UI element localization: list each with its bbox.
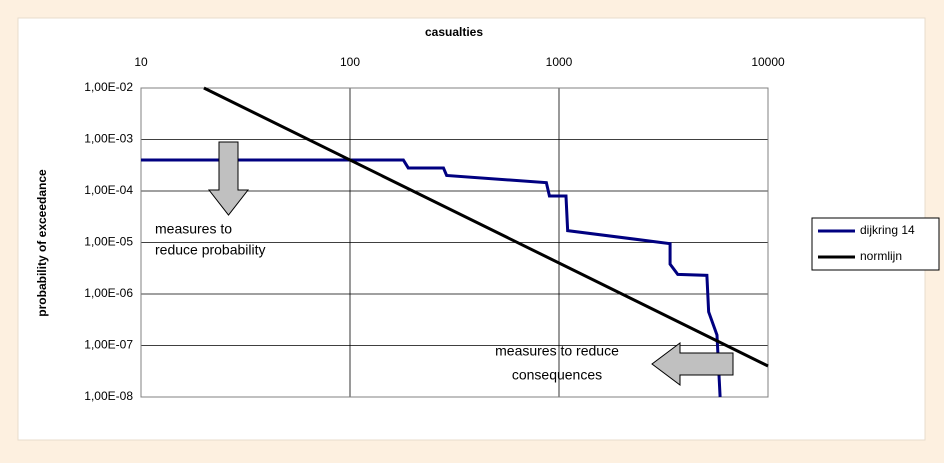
annotation: reduce probability <box>155 242 266 258</box>
legend: dijkring 14 normlijn <box>818 223 915 263</box>
y-tick-label: 1,00E-06 <box>84 286 133 300</box>
x-tick-label: 1000 <box>546 55 573 69</box>
probability-arrow <box>207 141 250 216</box>
x-tick-label: 10 <box>134 55 148 69</box>
y-tick-label: 1,00E-03 <box>84 132 133 146</box>
annotation: measures to <box>155 221 232 237</box>
y-tick-label: 1,00E-07 <box>84 338 133 352</box>
annotation: measures to reduce <box>495 343 619 359</box>
legend-label: dijkring 14 <box>860 223 915 237</box>
series-line <box>141 158 722 398</box>
x-axis-title: casualties <box>425 25 483 39</box>
y-tick-label: 1,00E-02 <box>84 80 133 94</box>
y-tick-label: 1,00E-04 <box>84 183 133 197</box>
x-tick-label: 100 <box>340 55 360 69</box>
series-lines <box>141 86 769 398</box>
legend-label: normlijn <box>860 249 902 263</box>
y-tick-label: 1,00E-08 <box>84 389 133 403</box>
consequence-arrow <box>651 342 734 386</box>
annotation: consequences <box>512 367 602 383</box>
y-axis-title: probability of exceedance <box>35 169 49 317</box>
series-line <box>203 86 769 368</box>
legend-box <box>811 217 940 271</box>
y-tick-label: 1,00E-05 <box>84 235 133 249</box>
plot-border <box>140 87 769 398</box>
x-tick-label: 10000 <box>751 55 785 69</box>
